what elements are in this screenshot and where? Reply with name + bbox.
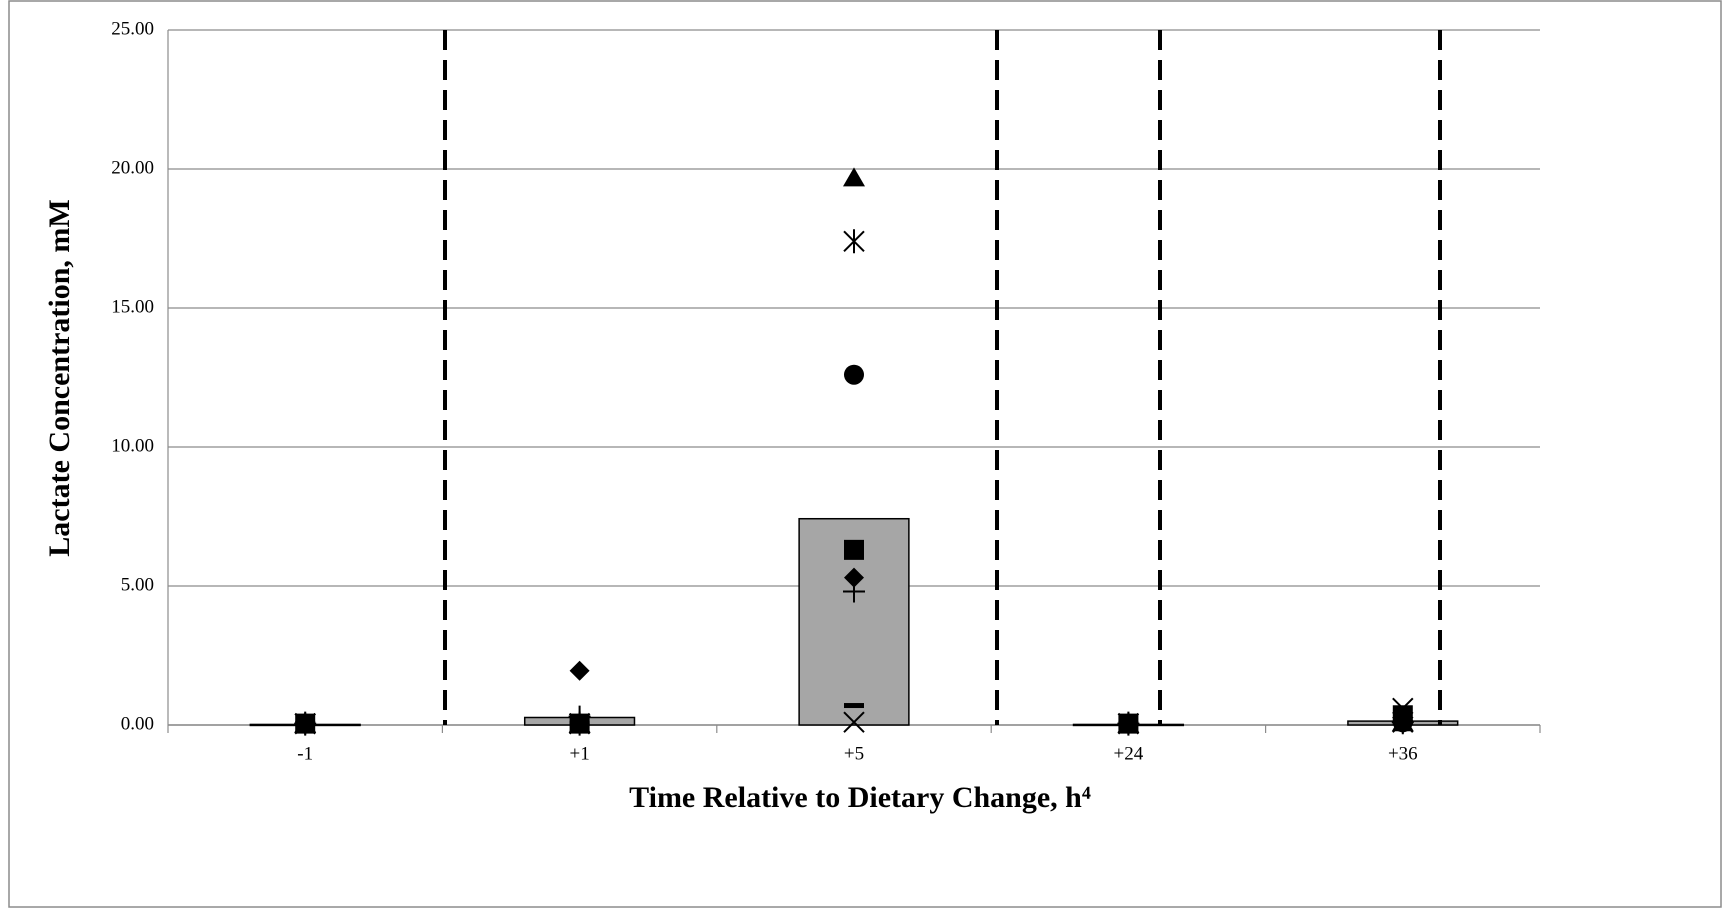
x-tick-label: +1 xyxy=(569,743,589,764)
marker-dash xyxy=(295,721,316,727)
x-axis-title: Time Relative to Dietary Change, h⁴ xyxy=(629,781,1091,814)
chart-frame xyxy=(8,0,1722,908)
y-tick-label: 20.00 xyxy=(111,157,154,178)
y-tick-label: 5.00 xyxy=(121,574,154,595)
x-tick-label: +5 xyxy=(844,743,864,764)
y-tick-label: 15.00 xyxy=(111,296,154,317)
marker-diamond xyxy=(844,567,864,588)
marker-dash xyxy=(844,703,864,709)
x-tick-label: +24 xyxy=(1114,743,1144,764)
marker-triangle xyxy=(843,167,865,187)
marker-plus xyxy=(843,580,865,603)
y-axis-title: Lactate Concentration, mM xyxy=(43,199,76,556)
markers xyxy=(294,167,1414,736)
y-tick-label: 10.00 xyxy=(111,435,154,456)
y-tick-label: 25.00 xyxy=(111,18,154,39)
marker-circle xyxy=(844,364,864,385)
marker-dash xyxy=(569,721,590,727)
marker-asterisk xyxy=(843,229,865,254)
separators xyxy=(443,30,1442,725)
marker-dash xyxy=(1392,719,1413,725)
marker-dash xyxy=(1118,721,1139,727)
y-tick-label: 0.00 xyxy=(121,713,154,734)
marker-x xyxy=(843,711,865,733)
x-tick-label: -1 xyxy=(297,743,313,764)
x-tick-label: +36 xyxy=(1388,743,1418,764)
marker-square xyxy=(844,539,864,560)
marker-diamond xyxy=(569,660,590,681)
